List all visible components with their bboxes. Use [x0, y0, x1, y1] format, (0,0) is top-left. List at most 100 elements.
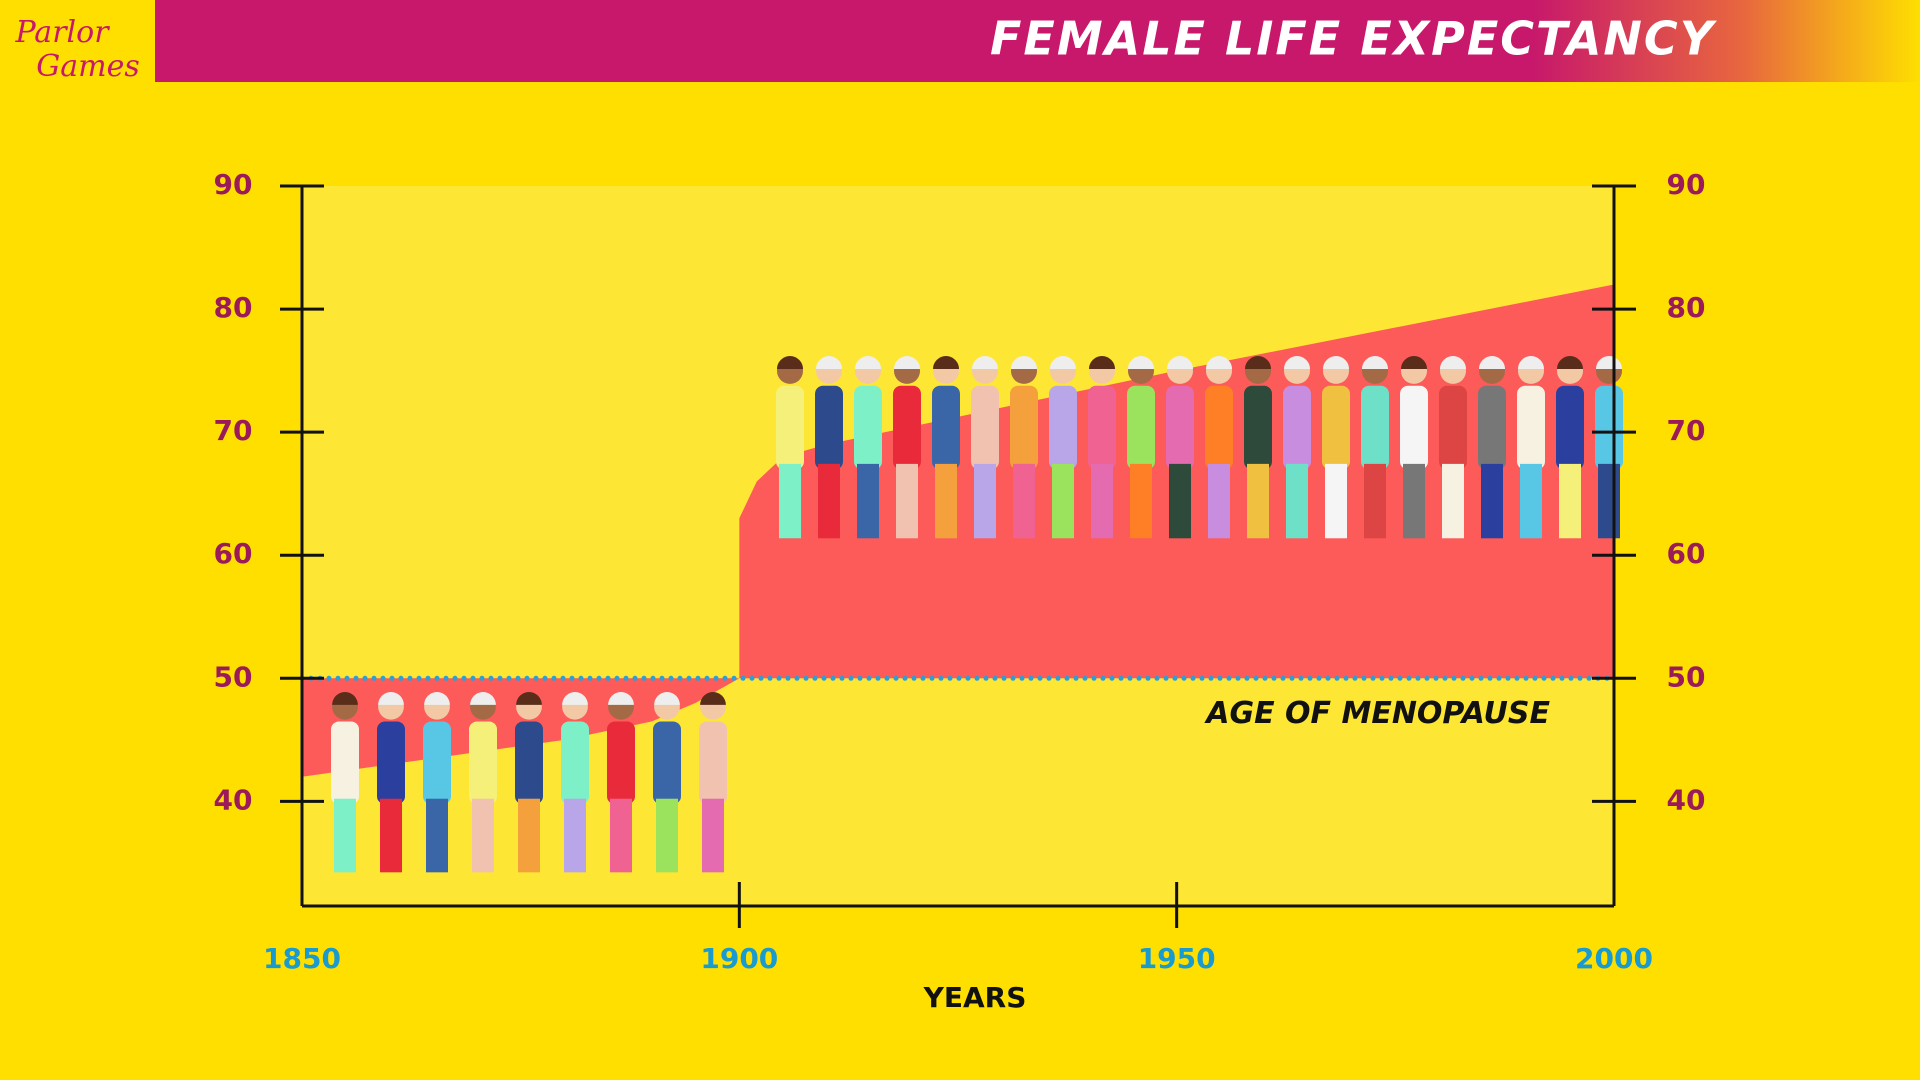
figure-body	[971, 385, 999, 470]
figure-hair	[1088, 355, 1116, 370]
figure-illustration	[423, 692, 451, 873]
figure-hair	[815, 356, 843, 370]
figure-body	[469, 721, 497, 805]
figure-hair	[1010, 355, 1038, 370]
figure-legs	[1325, 463, 1347, 539]
figure-hair	[1400, 355, 1428, 370]
figure-illustration	[331, 692, 359, 873]
figure-hair	[1166, 355, 1194, 370]
figure-illustration	[932, 356, 960, 539]
figure-legs	[935, 463, 957, 539]
figure-hair	[1127, 355, 1155, 370]
figure-legs	[1364, 463, 1386, 539]
figure-illustration	[1322, 355, 1350, 539]
figure-illustration	[1517, 355, 1545, 539]
figure-illustration	[854, 356, 882, 539]
figure-hair	[1517, 355, 1545, 370]
figure-legs	[896, 463, 918, 539]
y2-tick-label: 80	[1667, 291, 1706, 324]
figure-illustration	[1439, 355, 1467, 539]
figure-illustration	[1205, 355, 1233, 539]
figure-illustration	[699, 692, 727, 873]
figure-body	[1439, 385, 1467, 470]
figure-illustration	[1283, 355, 1311, 539]
figure-hair	[1049, 355, 1077, 370]
figure-illustration	[1010, 355, 1038, 539]
figure-body	[1556, 385, 1584, 470]
y2-tick-label: 70	[1667, 414, 1706, 447]
figure-illustration	[1166, 355, 1194, 539]
figure-hair	[608, 692, 634, 705]
figure-body	[1244, 385, 1272, 470]
x-axis-label: YEARS	[923, 981, 1027, 1014]
figure-hair	[516, 692, 542, 705]
figure-illustration	[893, 356, 921, 539]
figure-legs	[334, 798, 356, 873]
y2-tick-label: 60	[1667, 537, 1706, 570]
figure-illustration	[561, 692, 589, 873]
figure-body	[1478, 385, 1506, 470]
figure-illustration	[607, 692, 635, 873]
figure-hair	[1205, 355, 1233, 370]
figure-hair	[654, 692, 680, 705]
figure-illustration	[1244, 355, 1272, 539]
figure-body	[561, 721, 589, 805]
figure-body	[1088, 385, 1116, 470]
y-tick-label: 60	[214, 537, 253, 570]
figure-legs	[1559, 463, 1581, 539]
figure-legs	[974, 463, 996, 539]
figure-illustration	[1400, 355, 1428, 539]
figure-illustration	[1049, 355, 1077, 539]
figure-legs	[472, 798, 494, 873]
figure-legs	[656, 798, 678, 873]
figure-body	[776, 385, 804, 470]
figure-hair	[1361, 355, 1389, 370]
figure-legs	[610, 798, 632, 873]
figure-body	[515, 721, 543, 805]
figure-legs	[380, 798, 402, 873]
figure-hair	[1439, 355, 1467, 370]
figure-body	[607, 721, 635, 805]
figure-hair	[971, 356, 999, 370]
logo-line: Parlor	[14, 15, 110, 50]
figure-legs	[857, 463, 879, 539]
logo-line: Games	[36, 49, 139, 84]
figure-illustration	[1088, 355, 1116, 539]
figure-legs	[1208, 463, 1230, 539]
x-tick-label: 1850	[263, 942, 341, 975]
y2-tick-label: 40	[1667, 783, 1706, 816]
figure-illustration	[1361, 355, 1389, 539]
figure-legs	[1013, 463, 1035, 539]
figure-hair	[562, 692, 588, 705]
figure-hair	[424, 692, 450, 705]
figure-hair	[776, 356, 804, 370]
figure-hair	[470, 692, 496, 705]
figure-legs	[1520, 463, 1542, 539]
figure-illustration	[971, 356, 999, 539]
figure-hair	[1556, 355, 1584, 370]
x-tick-label: 2000	[1575, 942, 1653, 975]
figure-legs	[1286, 463, 1308, 539]
figure-illustration	[1478, 355, 1506, 539]
figure-body	[1049, 385, 1077, 470]
figure-body	[1010, 385, 1038, 470]
figure-hair	[1595, 355, 1623, 370]
y-tick-label: 40	[214, 783, 253, 816]
figure-hair	[1244, 355, 1272, 370]
figure-hair	[1478, 355, 1506, 370]
figure-body	[1166, 385, 1194, 470]
y2-tick-label: 50	[1667, 660, 1706, 693]
figure-body	[1361, 385, 1389, 470]
x-tick-label: 1950	[1138, 942, 1216, 975]
y-tick-label: 80	[214, 291, 253, 324]
figure-legs	[1481, 463, 1503, 539]
figure-body	[1595, 385, 1623, 470]
figure-body	[815, 385, 843, 470]
figure-body	[423, 721, 451, 805]
figure-legs	[1247, 463, 1269, 539]
chart-title: FEMALE LIFE EXPECTANCY	[990, 12, 1718, 66]
figure-illustration	[377, 692, 405, 873]
figure-body	[699, 721, 727, 805]
